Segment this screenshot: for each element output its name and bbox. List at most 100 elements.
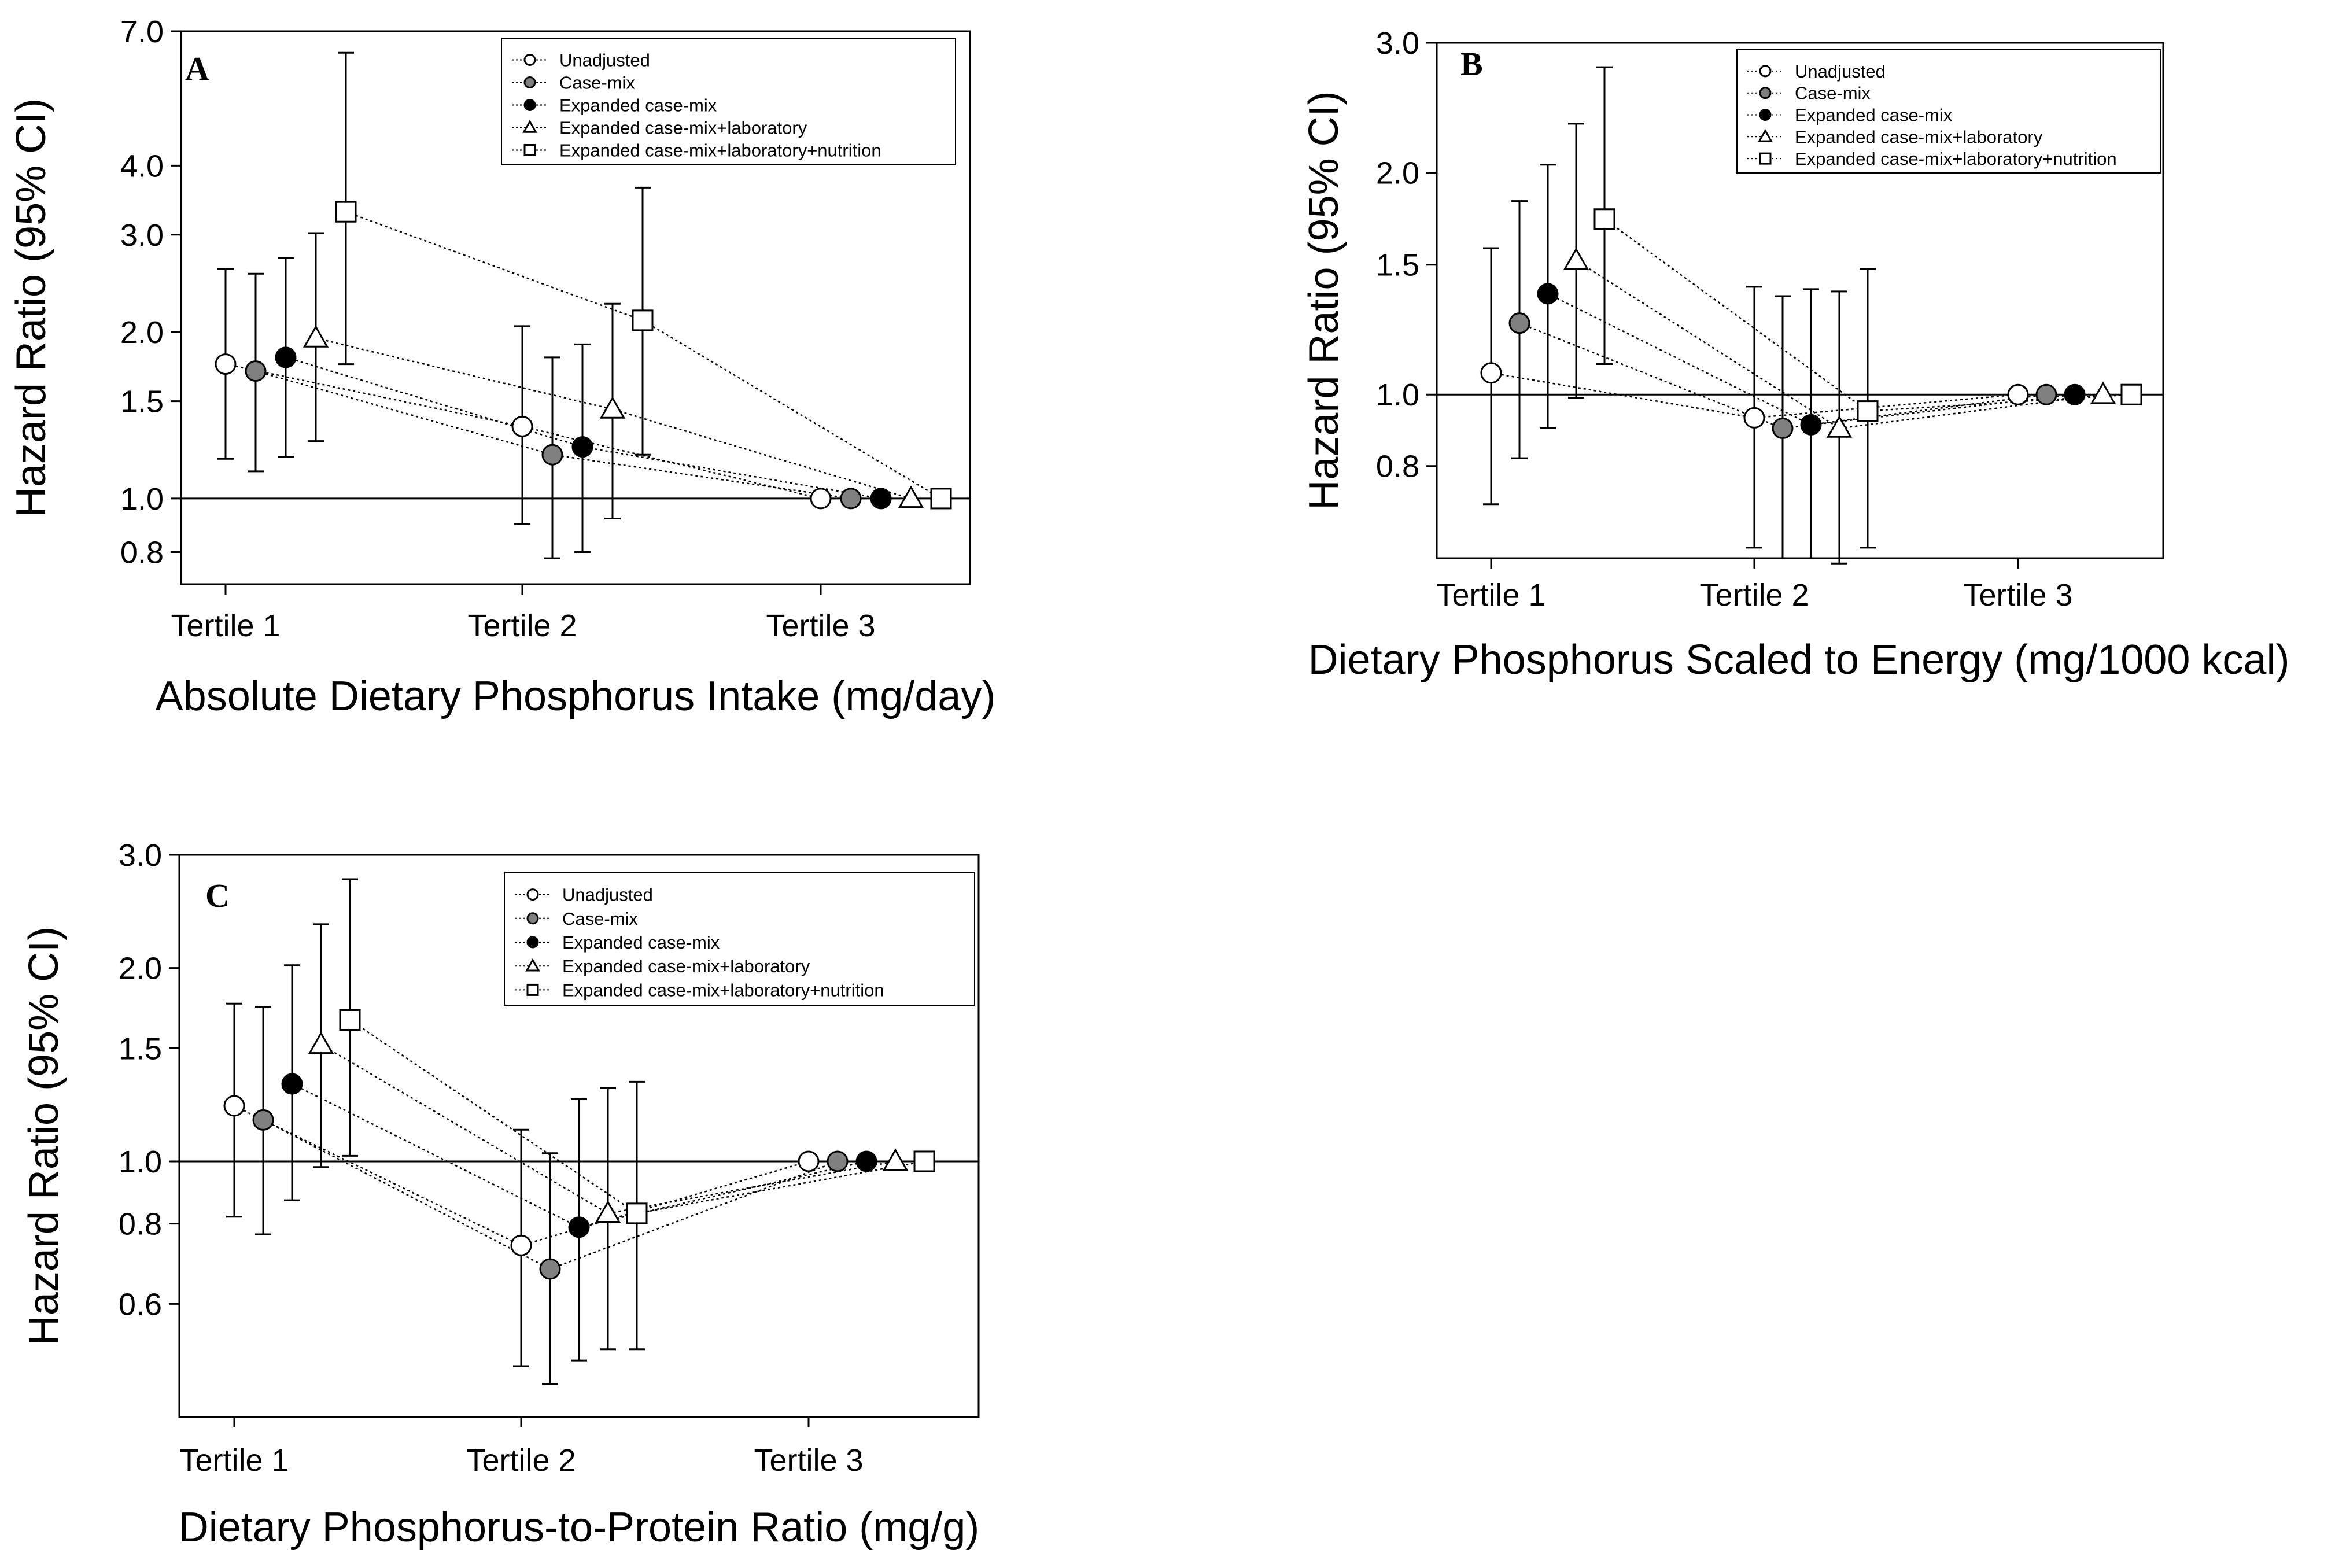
chart-panel-b: 0.8 1.0 1.5 2.0 3.0 Tertile 1 Tertile 2 Tertile…	[1301, 26, 2289, 683]
data-point	[308, 1031, 334, 1054]
legend-marker	[523, 144, 536, 156]
data-point	[2035, 383, 2057, 405]
data-point	[1563, 247, 1589, 270]
legend-label: Expanded case-mix+laboratory+nutrition	[1795, 149, 2117, 169]
legend-marker	[526, 888, 539, 901]
series-line	[349, 1019, 925, 1215]
legend-marker	[1759, 109, 1772, 121]
legend-marker	[526, 983, 539, 996]
legend-label: Case-mix	[562, 909, 638, 929]
data-point	[541, 444, 563, 466]
y-tick-label: 7.0	[120, 14, 164, 49]
legend-label: Case-mix	[1795, 83, 1871, 104]
legend-box	[501, 38, 956, 165]
data-point	[1537, 283, 1559, 305]
data-point	[810, 488, 832, 510]
x-tick-label: Tertile 1	[179, 1443, 289, 1478]
y-tick-label: 2.0	[120, 315, 164, 350]
y-tick-label: 2.0	[119, 951, 162, 986]
data-point	[1800, 414, 1822, 436]
x-axis-label: Absolute Dietary Phosphorus Intake (mg/d…	[156, 673, 996, 720]
plot-frame	[180, 30, 971, 585]
y-tick-label: 0.8	[120, 536, 164, 570]
series-line	[285, 356, 881, 500]
data-point	[571, 436, 593, 458]
data-point	[1480, 362, 1502, 384]
data-point	[568, 1216, 590, 1238]
data-point	[840, 488, 862, 510]
y-tick-label: 0.8	[119, 1207, 162, 1242]
data-point	[245, 360, 267, 382]
y-tick-label: 1.0	[1376, 378, 1419, 412]
data-point	[599, 396, 626, 419]
data-point	[882, 1148, 909, 1171]
legend-marker	[1759, 152, 1772, 165]
legend-marker	[522, 120, 537, 133]
panel-label: A	[185, 50, 209, 87]
data-point	[1826, 415, 1853, 438]
legend-label: Expanded case-mix+laboratory+nutrition	[559, 141, 881, 161]
x-tick-label: Tertile 1	[1436, 578, 1545, 613]
data-point	[281, 1073, 303, 1095]
y-axis-label: Hazard Ratio (95% CI)	[8, 98, 54, 517]
y-tick-label: 3.0	[120, 218, 164, 253]
legend-label: Expanded case-mix	[562, 932, 720, 953]
data-point	[303, 325, 329, 348]
data-point	[510, 1234, 532, 1256]
y-tick-label: 4.0	[120, 149, 164, 183]
plot-frame	[178, 854, 980, 1418]
data-point	[913, 1150, 935, 1172]
legend-marker	[526, 936, 539, 949]
legend-marker	[523, 99, 536, 111]
x-tick-label: Tertile 3	[754, 1443, 863, 1478]
y-tick-label: 1.0	[120, 482, 164, 516]
data-point	[1508, 312, 1530, 334]
legend-marker	[523, 54, 536, 66]
x-tick-label: Tertile 3	[1963, 578, 2072, 613]
data-point	[215, 353, 237, 375]
legend-marker	[526, 912, 539, 925]
y-axis-label: Hazard Ratio (95% CI)	[21, 927, 67, 1345]
x-tick-label: Tertile 3	[766, 608, 875, 643]
legend-label: Expanded case-mix+laboratory	[1795, 127, 2043, 147]
legend-marker	[523, 76, 536, 88]
data-point	[898, 485, 924, 508]
legend-label: Unadjusted	[1795, 61, 1886, 82]
x-tick-label: Tertile 1	[171, 608, 280, 643]
data-point	[339, 1009, 361, 1031]
data-point	[275, 346, 297, 368]
legend-marker	[1759, 87, 1772, 99]
legend: Unadjusted Case-mix Expanded case-mix Expan…	[504, 872, 975, 1006]
legend-label: Unadjusted	[562, 885, 653, 905]
x-tick-label: Tertile 2	[1699, 578, 1809, 613]
y-tick-label: 1.5	[120, 385, 164, 419]
data-point	[223, 1095, 245, 1117]
legend-label: Expanded case-mix+laboratory+nutrition	[562, 980, 884, 1000]
series-line	[1576, 260, 2104, 429]
data-point	[539, 1258, 561, 1280]
data-point	[855, 1150, 877, 1172]
y-tick-label: 2.0	[1376, 156, 1419, 190]
data-point	[626, 1202, 648, 1224]
data-point	[2120, 383, 2142, 405]
data-point	[2090, 381, 2116, 404]
y-axis-label: Hazard Ratio (95% CI)	[1301, 91, 1347, 510]
data-point	[632, 309, 654, 331]
data-point	[1743, 407, 1765, 429]
data-point	[2064, 383, 2086, 405]
data-point	[2007, 383, 2029, 405]
data-point	[1593, 208, 1615, 230]
legend-marker	[1758, 128, 1773, 142]
y-tick-label: 0.8	[1376, 449, 1419, 484]
y-tick-label: 3.0	[119, 838, 162, 873]
data-point	[870, 488, 892, 510]
data-point	[798, 1150, 820, 1172]
series-line	[292, 1083, 867, 1228]
chart-panel-a: 0.8 1.0 1.5 2.0 3.0 4.0 7.0 Tertile 1 Tertile 2 T…	[8, 14, 995, 720]
series-line	[345, 211, 942, 499]
y-tick-label: 0.6	[119, 1287, 162, 1322]
legend-label: Expanded case-mix	[559, 95, 717, 116]
